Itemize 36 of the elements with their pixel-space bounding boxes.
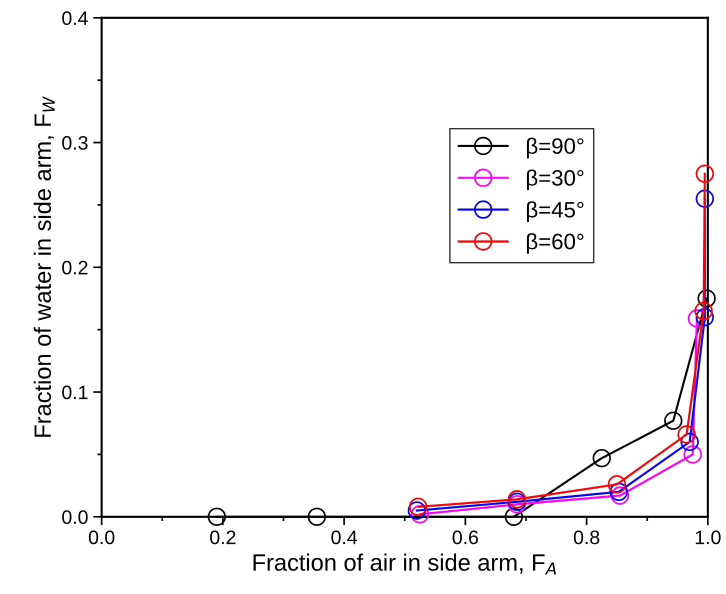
y-axis-title: Fraction of water in side arm, F$_{W}$: [34, 96, 55, 437]
point: [610, 482, 628, 501]
point: [610, 486, 630, 505]
y-tick-label: 0.4: [62, 11, 88, 26]
y-tick-label: 0.2: [62, 260, 88, 275]
point: [680, 432, 699, 452]
x-tick-label: 1.0: [696, 530, 721, 544]
point: [408, 501, 426, 520]
point: [308, 508, 326, 526]
x-tick-label: 0.2: [210, 530, 236, 544]
point: [697, 289, 716, 308]
legend-label: β=90°: [526, 138, 584, 158]
point: [208, 508, 226, 526]
point: [664, 412, 682, 430]
point: [696, 190, 714, 208]
x-tick-label: 0.6: [452, 530, 478, 544]
x-tick-label: 0.4: [331, 530, 358, 544]
legend-label: β=60°: [526, 233, 584, 254]
point: [696, 164, 714, 183]
point: [677, 425, 696, 444]
legend-label: β=30°: [526, 169, 584, 190]
point: [694, 302, 713, 320]
y-tick-label: 0.0: [62, 510, 88, 524]
point: [608, 475, 626, 494]
point: [696, 308, 714, 326]
y-tick-label: 0.3: [62, 136, 88, 150]
x-tick-label: 0.0: [88, 530, 114, 544]
point: [408, 498, 428, 516]
y-tick-label: 0.1: [62, 386, 88, 400]
point: [504, 508, 524, 526]
point: [592, 448, 611, 468]
legend-label: β=45°: [526, 201, 584, 222]
point: [410, 505, 430, 524]
point: [684, 445, 702, 464]
x-tick-label: 0.8: [574, 530, 600, 544]
x-axis-title: Fraction of air in side arm, F$_{A}$: [254, 554, 556, 575]
